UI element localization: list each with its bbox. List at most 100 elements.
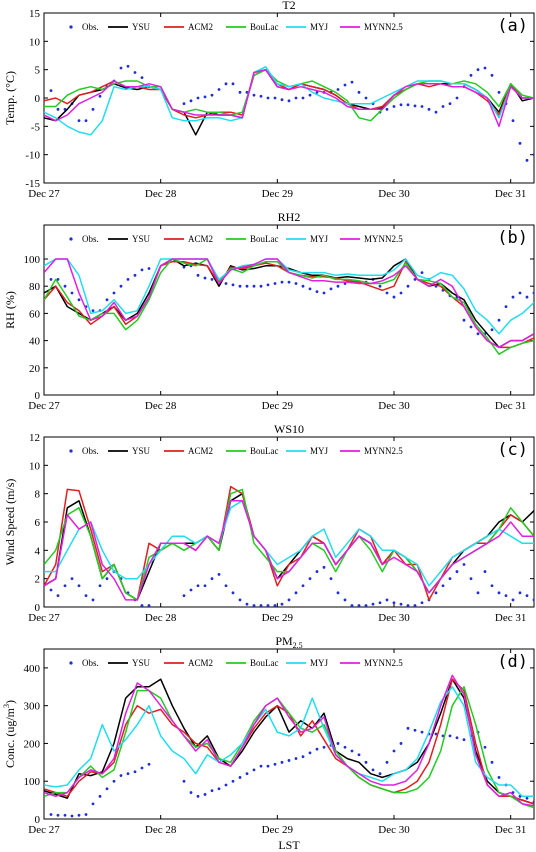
obs-point (294, 96, 298, 100)
y-label-superscript: 3 (2, 704, 11, 708)
obs-point (105, 577, 109, 581)
obs-point (210, 789, 214, 793)
obs-point (469, 325, 473, 329)
obs-point (98, 794, 102, 798)
obs-point (406, 604, 410, 607)
obs-point (518, 141, 522, 145)
obs-point (525, 295, 529, 299)
obs-point (462, 318, 466, 322)
obs-point (294, 591, 298, 595)
obs-point (434, 591, 438, 595)
obs-point (490, 328, 494, 332)
obs-point (189, 99, 193, 103)
obs-point (77, 298, 81, 302)
obs-point (287, 598, 291, 602)
obs-point (413, 278, 417, 281)
obs-point (140, 268, 144, 272)
obs-point (238, 598, 242, 602)
obs-point (140, 766, 144, 770)
obs-point (301, 584, 305, 588)
obs-point (140, 76, 144, 79)
obs-point (182, 265, 186, 269)
obs-point (56, 594, 60, 598)
obs-point (511, 598, 515, 602)
obs-point (301, 755, 305, 759)
obs-point (126, 64, 130, 68)
obs-point (182, 779, 186, 783)
obs-point (434, 732, 438, 736)
obs-point (455, 736, 459, 740)
obs-point (196, 96, 200, 100)
obs-point (483, 745, 487, 749)
obs-point (112, 779, 116, 783)
obs-point (448, 577, 452, 581)
x-tick-label: Dec 27 (28, 400, 60, 412)
y-tick-label: 0 (35, 390, 41, 402)
obs-point (322, 745, 326, 749)
legend-label: MYNN2.5 (364, 234, 403, 244)
series-line-boulac (44, 686, 534, 809)
x-tick-label: Dec 29 (262, 612, 294, 624)
obs-point (350, 80, 354, 84)
panel-label: (b) (497, 228, 528, 248)
legend-label: BouLac (250, 234, 279, 244)
obs-point (525, 796, 529, 800)
obs-point (91, 107, 95, 111)
obs-point (399, 742, 403, 745)
obs-point (210, 278, 214, 281)
obs-point (525, 594, 529, 598)
obs-point (280, 98, 284, 102)
obs-point (147, 267, 151, 270)
y-tick-label: 100 (24, 254, 41, 266)
obs-point (357, 753, 361, 757)
obs-point (259, 604, 263, 607)
obs-point (203, 95, 207, 99)
obs-point (98, 94, 102, 98)
y-tick-label: 0 (35, 93, 41, 105)
obs-point (406, 103, 410, 107)
obs-point (378, 284, 382, 288)
obs-point (266, 283, 270, 287)
obs-point (483, 570, 487, 573)
obs-point (49, 813, 53, 816)
obs-point (294, 757, 298, 760)
obs-point (238, 90, 242, 94)
obs-point (126, 278, 130, 281)
panel-title: WS10 (274, 422, 304, 436)
y-tick-label: -5 (31, 121, 41, 133)
legend-label: ACM2 (188, 446, 213, 456)
obs-point (203, 276, 207, 280)
series-layer (44, 674, 534, 818)
obs-point (49, 278, 53, 281)
x-tick-label: Dec 28 (145, 400, 177, 412)
obs-point (469, 577, 473, 581)
legend: Obs. YSU ACM2 BouLac MYJ MYNN2.5 (69, 446, 403, 456)
obs-point (280, 760, 284, 764)
legend-label: MYNN2.5 (364, 446, 403, 456)
title-subscript: 2.5 (293, 641, 303, 650)
obs-point (56, 813, 60, 817)
panel-title: RH2 (278, 210, 301, 224)
chart-panel-4: PM2.5 0 100 200 300 400 Dec 27 Dec 28 Dec 29 Dec … (2, 634, 535, 852)
plot-frame (43, 12, 535, 184)
y-tick-label: 12 (29, 432, 40, 444)
obs-point (133, 273, 137, 277)
obs-point (441, 105, 445, 108)
obs-point (252, 284, 256, 288)
series-line-myj (44, 686, 534, 798)
obs-point (420, 271, 424, 274)
obs-point (497, 318, 501, 322)
legend-label: BouLac (250, 658, 279, 668)
obs-point (315, 747, 319, 751)
obs-point (322, 291, 326, 295)
y-axis-label: Wind Speed (m/s) (3, 479, 17, 566)
obs-point (77, 119, 81, 123)
obs-point (322, 565, 326, 569)
obs-point (448, 102, 452, 106)
legend-label: BouLac (250, 22, 279, 32)
obs-point (420, 601, 424, 605)
obs-point (483, 66, 487, 70)
obs-point (511, 295, 515, 299)
obs-point (91, 309, 95, 313)
panel-label: (d) (497, 652, 528, 672)
